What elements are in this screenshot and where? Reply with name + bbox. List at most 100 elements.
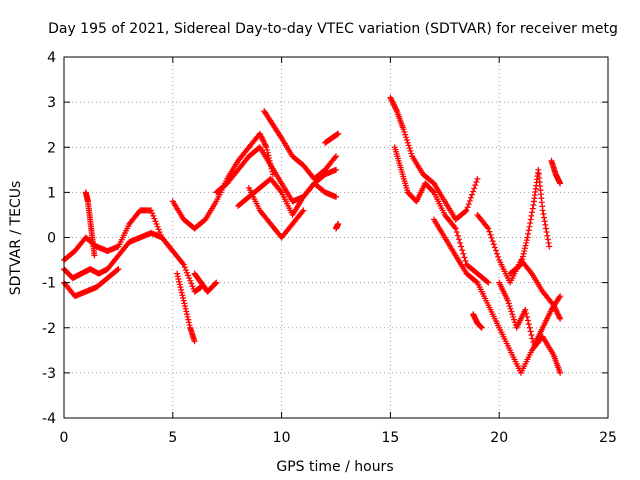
data-point — [262, 142, 269, 149]
data-point — [263, 144, 270, 151]
data-point — [541, 214, 548, 221]
data-point — [403, 137, 410, 144]
y-tick-label: -2 — [42, 321, 56, 337]
data-point — [299, 208, 306, 215]
data-point — [518, 258, 525, 265]
data-point — [150, 212, 157, 219]
data-point — [188, 280, 195, 287]
data-point — [459, 247, 466, 254]
data-point — [390, 101, 397, 108]
data-point — [389, 98, 396, 105]
data-point — [186, 275, 193, 282]
data-point — [522, 242, 529, 249]
data-point — [258, 134, 265, 141]
data-point — [331, 154, 338, 161]
data-point — [408, 150, 415, 157]
data-point — [179, 292, 186, 299]
data-point — [528, 331, 535, 338]
data-point — [530, 202, 537, 209]
data-point — [469, 191, 475, 198]
data-point — [474, 175, 481, 182]
data-point — [461, 254, 468, 261]
chart-title: Day 195 of 2021, Sidereal Day-to-day VTE… — [48, 21, 618, 37]
data-point — [181, 303, 188, 310]
data-point — [212, 280, 219, 287]
data-point — [546, 243, 553, 250]
data-point — [333, 193, 339, 200]
data-markers — [61, 94, 564, 376]
data-point — [335, 130, 342, 137]
data-point — [484, 278, 491, 285]
data-point — [388, 95, 395, 102]
data-point — [492, 247, 499, 254]
data-point — [186, 322, 193, 329]
data-point — [256, 130, 263, 137]
data-point — [260, 138, 267, 145]
x-tick-label: 15 — [381, 430, 399, 446]
data-point — [463, 207, 470, 214]
data-point — [187, 277, 194, 284]
data-point — [185, 272, 192, 279]
data-point — [451, 224, 458, 231]
data-point — [152, 218, 159, 225]
data-point — [508, 308, 515, 315]
data-point — [91, 252, 98, 259]
data-point — [182, 305, 189, 312]
data-point — [510, 313, 517, 320]
data-point — [155, 226, 162, 233]
data-point — [544, 232, 551, 239]
data-point — [455, 236, 462, 243]
data-point — [543, 229, 550, 236]
data-point — [524, 313, 531, 320]
data-point — [114, 266, 121, 273]
data-point — [189, 283, 196, 290]
data-point — [542, 225, 549, 232]
data-point — [430, 188, 437, 195]
y-tick-label: 2 — [47, 140, 56, 156]
y-tick-label: -4 — [42, 411, 56, 427]
data-point — [183, 311, 190, 318]
data-point — [529, 335, 536, 342]
data-point — [453, 229, 460, 236]
data-point — [184, 313, 191, 320]
data-point — [526, 223, 533, 230]
data-point — [521, 248, 528, 255]
data-point — [405, 142, 412, 149]
data-point — [555, 311, 562, 318]
data-point — [181, 300, 188, 307]
data-point — [485, 279, 492, 286]
data-point — [506, 303, 513, 310]
data-point — [454, 232, 461, 239]
data-point — [185, 319, 192, 326]
data-point — [258, 133, 265, 140]
data-point — [466, 197, 473, 204]
data-point — [491, 244, 498, 251]
data-point — [458, 243, 465, 250]
data-point — [390, 100, 397, 107]
data-point — [151, 215, 158, 222]
data-point — [473, 178, 480, 185]
data-point — [400, 126, 407, 133]
grid-lines — [64, 57, 608, 418]
data-point — [277, 133, 284, 140]
data-point — [541, 218, 548, 225]
x-tick-label: 20 — [490, 430, 508, 446]
data-point — [505, 300, 512, 307]
data-point — [404, 139, 411, 146]
data-point — [457, 239, 464, 246]
data-point — [556, 314, 563, 321]
data-point — [300, 207, 307, 214]
data-point — [277, 188, 284, 195]
data-point — [517, 261, 524, 268]
data-point — [407, 147, 414, 154]
data-point — [462, 257, 469, 264]
data-point — [402, 131, 409, 138]
data-point — [528, 212, 535, 219]
data-point — [180, 297, 187, 304]
data-point — [542, 221, 549, 228]
data-point — [525, 227, 532, 234]
data-point — [259, 136, 266, 143]
data-point — [486, 228, 493, 235]
data-point — [471, 185, 478, 192]
